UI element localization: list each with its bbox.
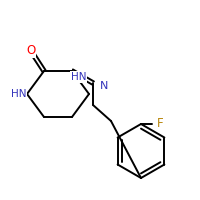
Text: HN: HN xyxy=(70,72,86,82)
Text: F: F xyxy=(157,117,164,130)
Text: HN: HN xyxy=(10,89,26,99)
Text: N: N xyxy=(100,81,108,91)
Text: O: O xyxy=(26,45,36,58)
